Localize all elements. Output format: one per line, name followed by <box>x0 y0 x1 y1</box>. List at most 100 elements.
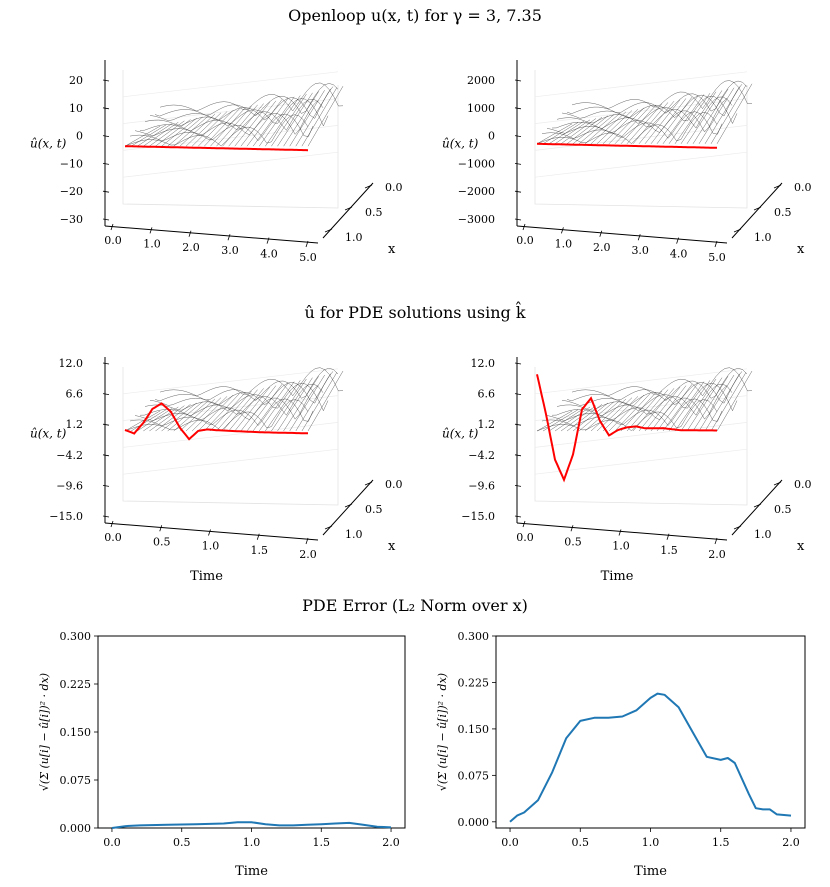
y-axis-label: √(Σ (u[i] − û[i])² · dx) <box>38 673 51 791</box>
y-axis-label: √(Σ (u[i] − û[i])² · dx) <box>436 673 449 791</box>
mesh-col <box>216 106 252 147</box>
mesh-col <box>283 91 319 147</box>
t-tick <box>637 234 641 241</box>
mesh-row <box>129 398 314 426</box>
mesh-col <box>185 112 222 147</box>
mesh-col <box>692 376 729 432</box>
x-tick <box>733 525 742 530</box>
z-tick <box>514 79 522 82</box>
x-tick-label: 1.5 <box>712 836 730 849</box>
t-tick-label: 1.0 <box>143 237 161 250</box>
y-tick-label: 0.300 <box>60 630 92 643</box>
mesh-col <box>710 372 747 432</box>
mesh-col <box>307 370 344 432</box>
mesh-col <box>584 400 621 432</box>
mesh-row <box>541 398 723 426</box>
z-tick <box>514 485 522 487</box>
t-tick-label: 3.0 <box>631 244 649 257</box>
mesh-col <box>680 378 717 432</box>
z-tick <box>102 135 110 137</box>
grid-line <box>122 98 339 124</box>
z-tick-label: 2000 <box>467 74 495 87</box>
t-tick-label: 2.0 <box>593 241 611 254</box>
t-tick-label: 1.0 <box>555 237 573 250</box>
y-tick-label: 0.075 <box>60 774 92 787</box>
z-tick <box>102 107 110 110</box>
y-tick-label: 0.225 <box>458 676 490 689</box>
mesh-row <box>154 368 339 402</box>
x-tick <box>324 525 333 530</box>
back-pane <box>122 70 339 209</box>
grid-line <box>122 368 339 395</box>
mesh-col <box>143 406 179 432</box>
mesh-col <box>252 382 289 432</box>
mesh-col <box>638 388 675 432</box>
mesh-row <box>124 114 309 147</box>
mesh-col <box>295 373 331 432</box>
t-tick-label: 1.0 <box>612 540 630 553</box>
mesh-col <box>295 88 331 147</box>
t-tick-label: 3.0 <box>221 244 239 257</box>
x-tick-label: 0.5 <box>572 836 590 849</box>
mesh-col <box>716 370 753 432</box>
mesh-col <box>698 87 735 144</box>
z-tick <box>514 107 522 110</box>
mesh-col <box>216 390 252 432</box>
x-tick-label: 1.0 <box>754 231 772 244</box>
t-tick <box>208 529 211 536</box>
z-tick-label: −3000 <box>458 213 495 226</box>
x-tick <box>773 184 782 189</box>
x-tick-label: 0.5 <box>774 206 792 219</box>
mesh-col <box>632 102 669 144</box>
y-tick-label: 0.000 <box>458 816 490 829</box>
mesh-col <box>185 397 222 432</box>
x-tick-label: 1.5 <box>313 836 331 849</box>
mesh-col <box>204 393 240 432</box>
mesh-col <box>259 96 295 147</box>
mesh-col <box>179 114 216 147</box>
z-tick-label: −4.2 <box>56 449 83 462</box>
z-tick-label: 1.2 <box>478 418 496 431</box>
mesh-col <box>548 408 585 432</box>
x-tick-label: 1.0 <box>754 528 772 541</box>
z-tick <box>102 218 110 221</box>
mesh-col <box>716 83 753 144</box>
x-tick-label: 2.0 <box>782 836 800 849</box>
mesh-col <box>167 401 203 432</box>
mesh-col <box>638 101 675 144</box>
back-pane <box>534 367 748 506</box>
mesh-col <box>686 377 723 432</box>
x-tick-label: 1.0 <box>345 231 363 244</box>
z-tick <box>102 423 110 426</box>
mesh-row <box>149 86 334 121</box>
mesh-col <box>137 123 173 147</box>
mesh-col <box>704 373 741 432</box>
t-tick-label: 5.0 <box>708 251 726 264</box>
z-tick <box>102 190 110 193</box>
openloop-surface-right: 2000 1000 0 −1000 −2000 −3000 û(x, t) 0.0 1.0 2.0… <box>442 60 812 264</box>
t-tick <box>159 525 163 532</box>
mesh-col <box>590 111 627 144</box>
mesh-col <box>662 95 699 144</box>
mesh-col <box>620 392 657 432</box>
mesh-col <box>246 99 283 147</box>
mesh-col <box>560 118 597 144</box>
x-tick-label: 0.5 <box>774 503 792 516</box>
mesh-row <box>124 399 309 432</box>
z-tick <box>514 190 522 193</box>
boundary-line <box>536 142 717 149</box>
z-tick-label: −20 <box>60 185 83 198</box>
mesh-col <box>259 381 295 432</box>
mesh-col <box>240 385 277 432</box>
x-tick-label: 0.0 <box>103 836 121 849</box>
openloop-surface-left: 20 10 0 −10 −20 −30 û(x, t) 0.0 1.0 2.0 3.0 4.0 5.0 0… <box>30 60 403 264</box>
x-axis <box>731 479 783 536</box>
grid-line <box>122 422 339 448</box>
mesh-col <box>191 396 228 432</box>
x-tick <box>344 503 353 508</box>
mesh-col <box>289 374 325 432</box>
mesh-col <box>620 105 657 144</box>
error-series-line <box>111 821 392 829</box>
y-tick-label: 0.150 <box>60 726 92 739</box>
z-tick <box>514 454 522 457</box>
